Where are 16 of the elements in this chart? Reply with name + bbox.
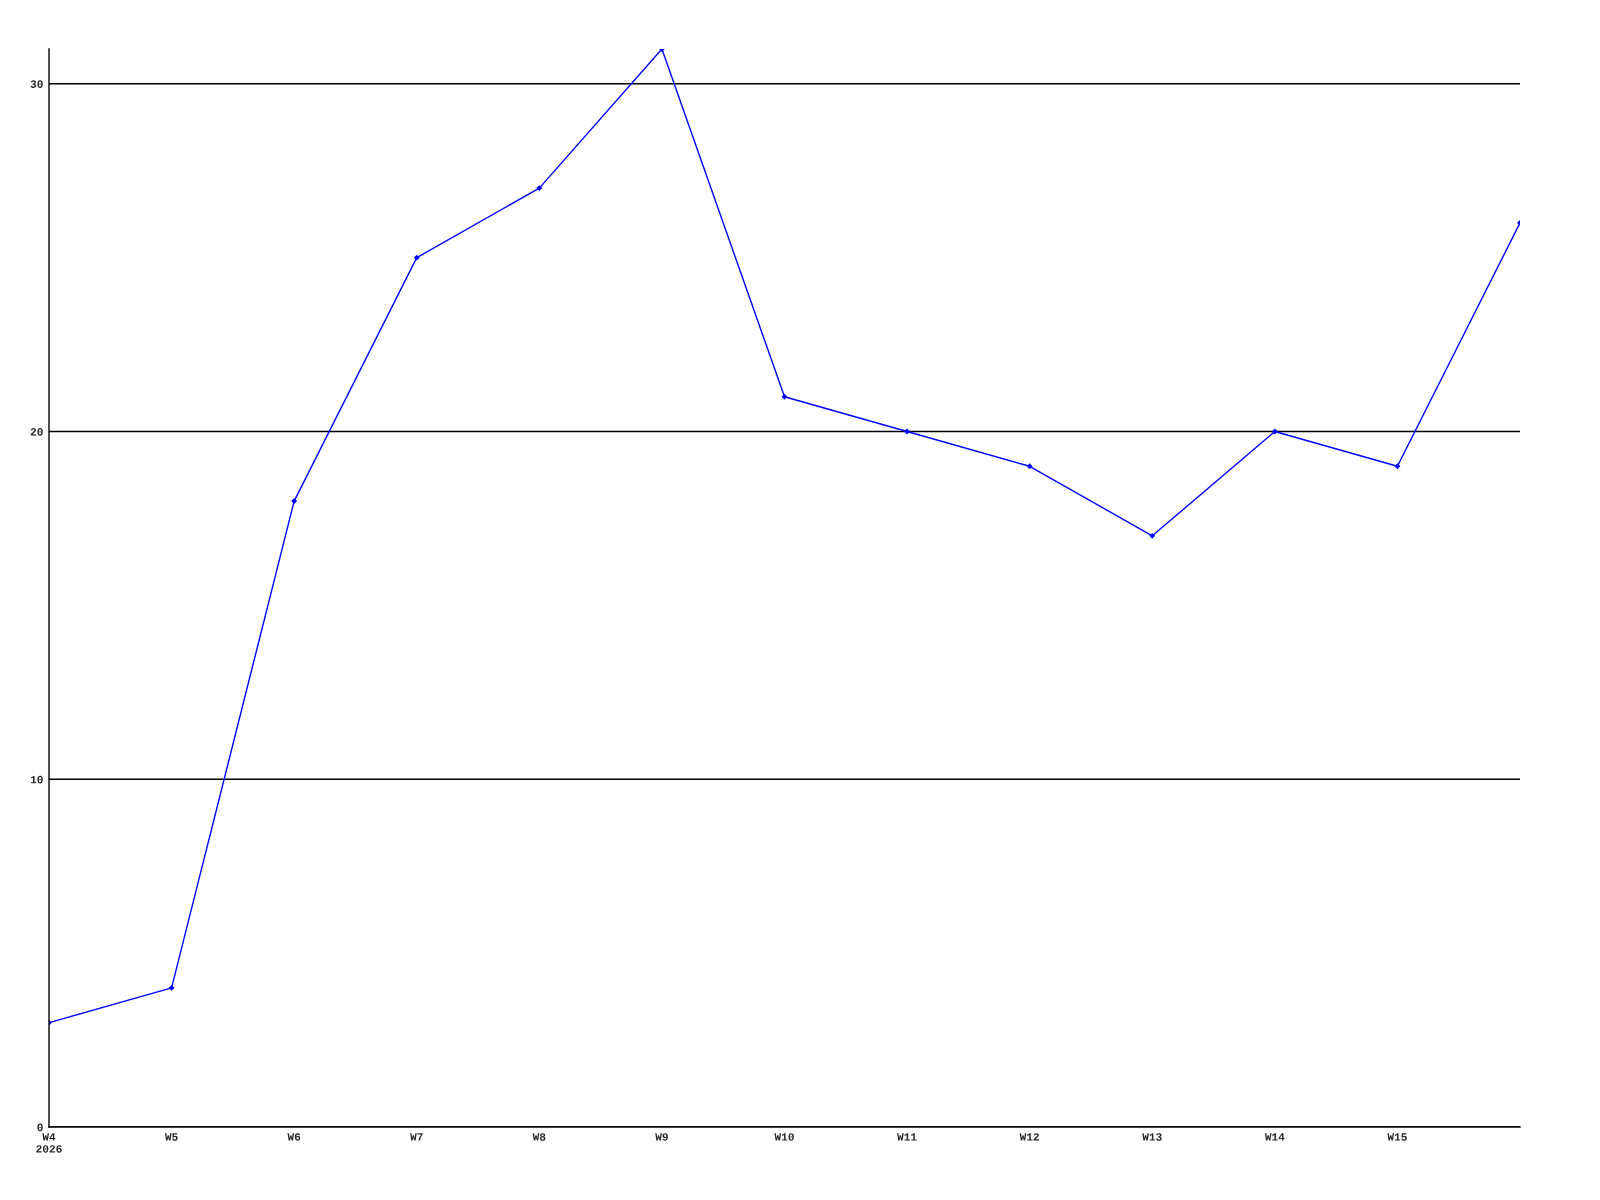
x-tick-label: W4 2026 bbox=[36, 1133, 62, 1153]
x-tick-label: W14 bbox=[1264, 1133, 1285, 1141]
x-tick-label: W11 bbox=[897, 1133, 917, 1141]
x-tick-label: W9 bbox=[655, 1133, 668, 1141]
y-tick-label: 0 bbox=[37, 1123, 43, 1132]
x-tick-label: W7 bbox=[410, 1133, 423, 1141]
x-tick-label: W15 bbox=[1387, 1133, 1407, 1141]
y-tick-label: 30 bbox=[30, 80, 43, 88]
x-tick-label: W13 bbox=[1142, 1133, 1162, 1141]
x-tick-label: W6 bbox=[287, 1133, 301, 1141]
x-tick-label: W10 bbox=[774, 1133, 794, 1141]
x-tick-label: W12 bbox=[1019, 1133, 1040, 1141]
y-tick-label: 10 bbox=[30, 775, 43, 784]
y-tick-label: 20 bbox=[30, 428, 43, 436]
x-tick-label: W5 bbox=[164, 1133, 178, 1141]
x-tick-label: W8 bbox=[532, 1133, 546, 1141]
